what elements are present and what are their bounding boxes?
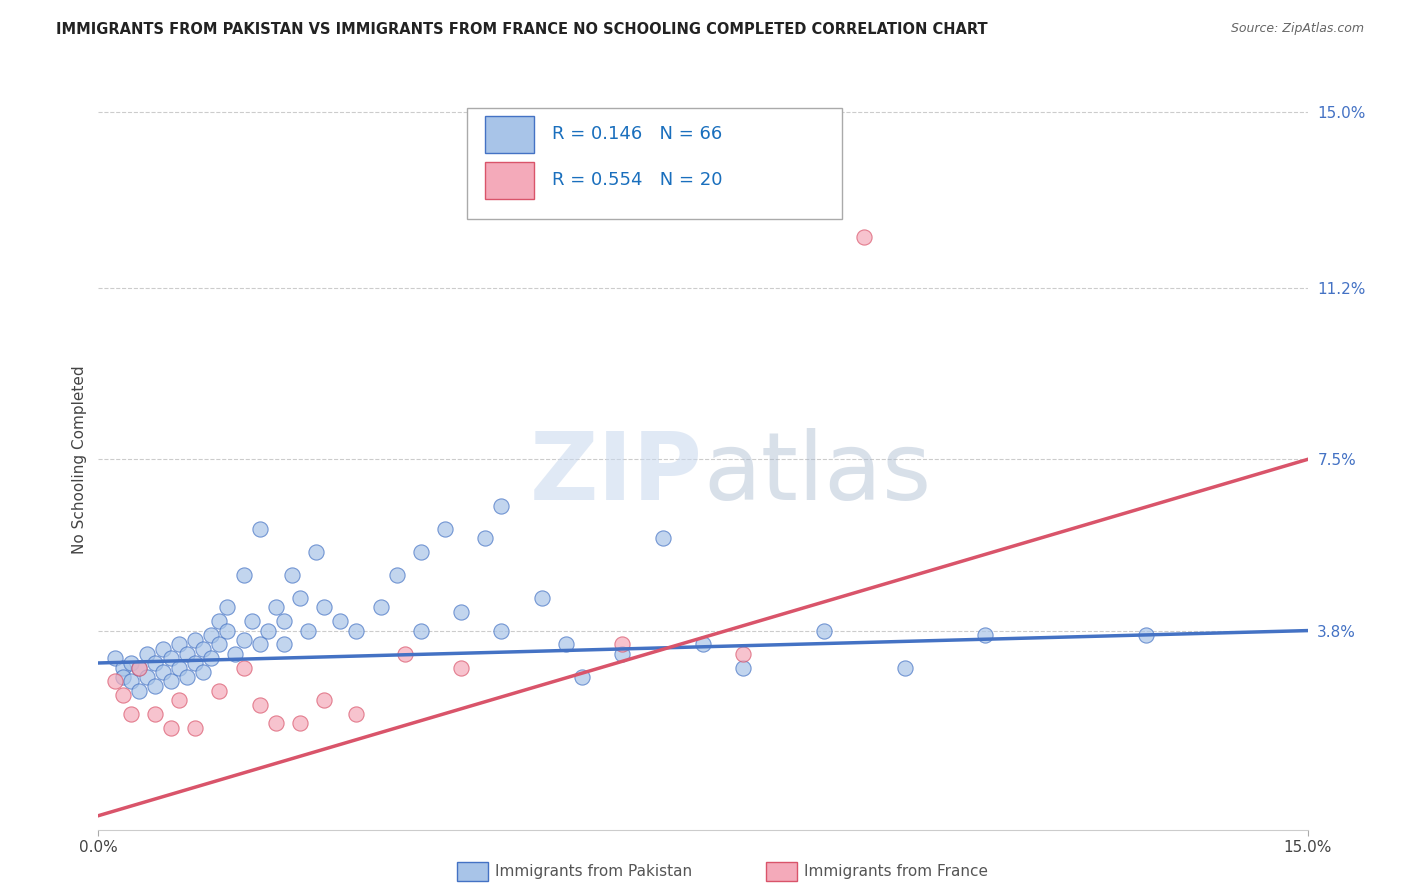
Point — [232, 660, 254, 674]
Point — [217, 600, 239, 615]
Text: IMMIGRANTS FROM PAKISTAN VS IMMIGRANTS FROM FRANCE NO SCHOOLING COMPLETED CORREL: IMMIGRANTS FROM PAKISTAN VS IMMIGRANTS F… — [56, 22, 988, 37]
Point — [314, 693, 336, 707]
Point — [450, 660, 472, 674]
Point — [128, 683, 150, 698]
Point — [176, 647, 198, 661]
Point — [329, 615, 352, 629]
Point — [232, 568, 254, 582]
Point — [288, 716, 311, 731]
Y-axis label: No Schooling Completed: No Schooling Completed — [72, 365, 87, 554]
Point — [128, 660, 150, 674]
Point — [409, 545, 432, 559]
Point — [224, 647, 246, 661]
Point — [385, 568, 408, 582]
Point — [160, 651, 183, 665]
Point — [612, 637, 634, 651]
Point — [733, 660, 755, 674]
Point — [143, 706, 166, 721]
Point — [135, 670, 157, 684]
Point — [612, 647, 634, 661]
Point — [200, 651, 222, 665]
Point — [409, 624, 432, 638]
FancyBboxPatch shape — [485, 116, 534, 153]
Text: ZIP: ZIP — [530, 428, 703, 520]
Point — [160, 674, 183, 689]
Point — [264, 600, 287, 615]
Point — [288, 591, 311, 606]
Text: Immigrants from France: Immigrants from France — [804, 864, 988, 879]
Point — [167, 693, 190, 707]
Point — [111, 689, 134, 703]
Text: atlas: atlas — [703, 428, 931, 520]
Point — [111, 660, 134, 674]
Point — [120, 656, 142, 670]
Point — [184, 721, 207, 735]
Point — [200, 628, 222, 642]
Point — [176, 670, 198, 684]
Point — [111, 670, 134, 684]
Point — [344, 624, 367, 638]
Point — [143, 656, 166, 670]
Point — [530, 591, 553, 606]
FancyBboxPatch shape — [467, 108, 842, 219]
Point — [217, 624, 239, 638]
Point — [434, 522, 457, 536]
Point — [651, 531, 673, 545]
Point — [152, 642, 174, 657]
Point — [160, 721, 183, 735]
Point — [208, 637, 231, 651]
Point — [297, 624, 319, 638]
Text: R = 0.146   N = 66: R = 0.146 N = 66 — [551, 125, 723, 143]
Point — [344, 706, 367, 721]
Point — [103, 674, 125, 689]
FancyBboxPatch shape — [485, 161, 534, 199]
Point — [305, 545, 328, 559]
Point — [491, 499, 513, 513]
Point — [273, 637, 295, 651]
Text: Source: ZipAtlas.com: Source: ZipAtlas.com — [1230, 22, 1364, 36]
Point — [370, 600, 392, 615]
Point — [249, 522, 271, 536]
Point — [128, 660, 150, 674]
Point — [264, 716, 287, 731]
Text: Immigrants from Pakistan: Immigrants from Pakistan — [495, 864, 692, 879]
Point — [555, 637, 578, 651]
Point — [249, 698, 271, 712]
Point — [1135, 628, 1157, 642]
Point — [733, 647, 755, 661]
Point — [152, 665, 174, 680]
Point — [120, 674, 142, 689]
Point — [249, 637, 271, 651]
Point — [314, 600, 336, 615]
Point — [193, 665, 215, 680]
Point — [853, 230, 876, 244]
Point — [491, 624, 513, 638]
Text: R = 0.554   N = 20: R = 0.554 N = 20 — [551, 171, 723, 189]
Point — [240, 615, 263, 629]
Point — [450, 605, 472, 619]
Point — [974, 628, 997, 642]
Point — [208, 615, 231, 629]
Point — [813, 624, 835, 638]
Point — [273, 615, 295, 629]
Point — [184, 632, 207, 647]
Point — [103, 651, 125, 665]
Point — [394, 647, 416, 661]
Point — [167, 660, 190, 674]
Point — [184, 656, 207, 670]
Point — [232, 632, 254, 647]
Point — [281, 568, 304, 582]
Point — [143, 679, 166, 693]
Point — [120, 706, 142, 721]
Point — [208, 683, 231, 698]
Point — [256, 624, 278, 638]
Point — [167, 637, 190, 651]
Point — [893, 660, 915, 674]
Point — [692, 637, 714, 651]
Point — [135, 647, 157, 661]
Point — [571, 670, 593, 684]
Point — [474, 531, 496, 545]
Point — [193, 642, 215, 657]
